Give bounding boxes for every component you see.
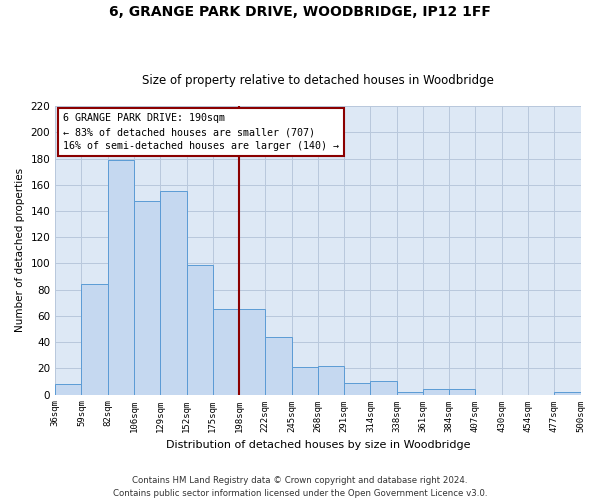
Bar bbox=[82, 284, 108, 395]
Bar bbox=[344, 383, 370, 394]
Bar bbox=[292, 367, 318, 394]
Y-axis label: Number of detached properties: Number of detached properties bbox=[15, 168, 25, 332]
Bar bbox=[213, 310, 239, 394]
Bar bbox=[265, 337, 292, 394]
Bar bbox=[108, 160, 134, 394]
Bar bbox=[187, 265, 213, 394]
Bar bbox=[160, 192, 187, 394]
Title: Size of property relative to detached houses in Woodbridge: Size of property relative to detached ho… bbox=[142, 74, 494, 87]
Text: Contains HM Land Registry data © Crown copyright and database right 2024.
Contai: Contains HM Land Registry data © Crown c… bbox=[113, 476, 487, 498]
Bar bbox=[397, 392, 423, 394]
Bar bbox=[449, 390, 475, 394]
X-axis label: Distribution of detached houses by size in Woodbridge: Distribution of detached houses by size … bbox=[166, 440, 470, 450]
Bar bbox=[423, 390, 449, 394]
Bar bbox=[370, 382, 397, 394]
Bar bbox=[55, 384, 82, 394]
Bar bbox=[239, 310, 265, 394]
Bar bbox=[554, 392, 581, 394]
Bar bbox=[318, 366, 344, 394]
Text: 6 GRANGE PARK DRIVE: 190sqm
← 83% of detached houses are smaller (707)
16% of se: 6 GRANGE PARK DRIVE: 190sqm ← 83% of det… bbox=[63, 114, 339, 152]
Text: 6, GRANGE PARK DRIVE, WOODBRIDGE, IP12 1FF: 6, GRANGE PARK DRIVE, WOODBRIDGE, IP12 1… bbox=[109, 5, 491, 19]
Bar bbox=[134, 200, 160, 394]
